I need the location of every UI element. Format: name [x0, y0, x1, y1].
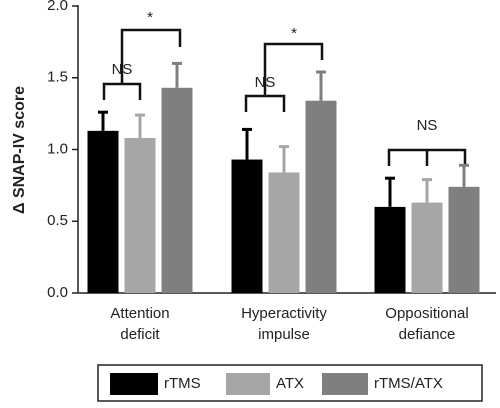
bar [231, 159, 263, 293]
y-tick-label: 1.5 [47, 69, 68, 86]
bar [161, 87, 193, 293]
x-tick-label: impulse [258, 326, 310, 343]
bar [411, 202, 443, 293]
y-tick-label: 2.0 [47, 0, 68, 14]
bar [268, 172, 300, 293]
error-bar [459, 163, 469, 187]
y-axis-label: Δ SNAP-IV score [11, 86, 28, 214]
error-bar [316, 70, 326, 101]
significance-brackets [102, 28, 467, 166]
y-tick-label: 1.0 [47, 140, 68, 157]
x-tick-label: defiance [399, 326, 456, 343]
error-bar [98, 110, 108, 131]
error-bar [242, 127, 252, 160]
significance-label: NS [417, 117, 438, 134]
significance-label: * [291, 25, 297, 42]
error-bar [422, 178, 432, 203]
bar [305, 100, 337, 294]
error-bar [172, 61, 182, 88]
y-tick-label: 0.0 [47, 284, 68, 301]
legend-swatch [322, 373, 368, 395]
legend-swatch [110, 373, 158, 395]
bar [87, 130, 119, 293]
error-bar [135, 113, 145, 139]
bar [374, 206, 406, 293]
significance-label: * [147, 9, 153, 26]
error-bar [279, 145, 289, 173]
x-tick-label: Hyperactivity [241, 305, 327, 322]
bar [448, 186, 480, 293]
significance-label: NS [255, 74, 276, 91]
legend-label: rTMS [164, 375, 201, 392]
bar [124, 138, 156, 293]
legend-swatch [226, 373, 270, 395]
legend-box [97, 364, 483, 402]
legend-label: rTMS/ATX [374, 375, 443, 392]
x-tick-label: Attention [110, 305, 169, 322]
x-tick-label: deficit [120, 326, 160, 343]
legend-label: ATX [276, 375, 304, 392]
y-tick-label: 0.5 [47, 212, 68, 229]
x-tick-label: Oppositional [385, 305, 468, 322]
significance-label: NS [112, 61, 133, 78]
error-bar [385, 176, 395, 207]
